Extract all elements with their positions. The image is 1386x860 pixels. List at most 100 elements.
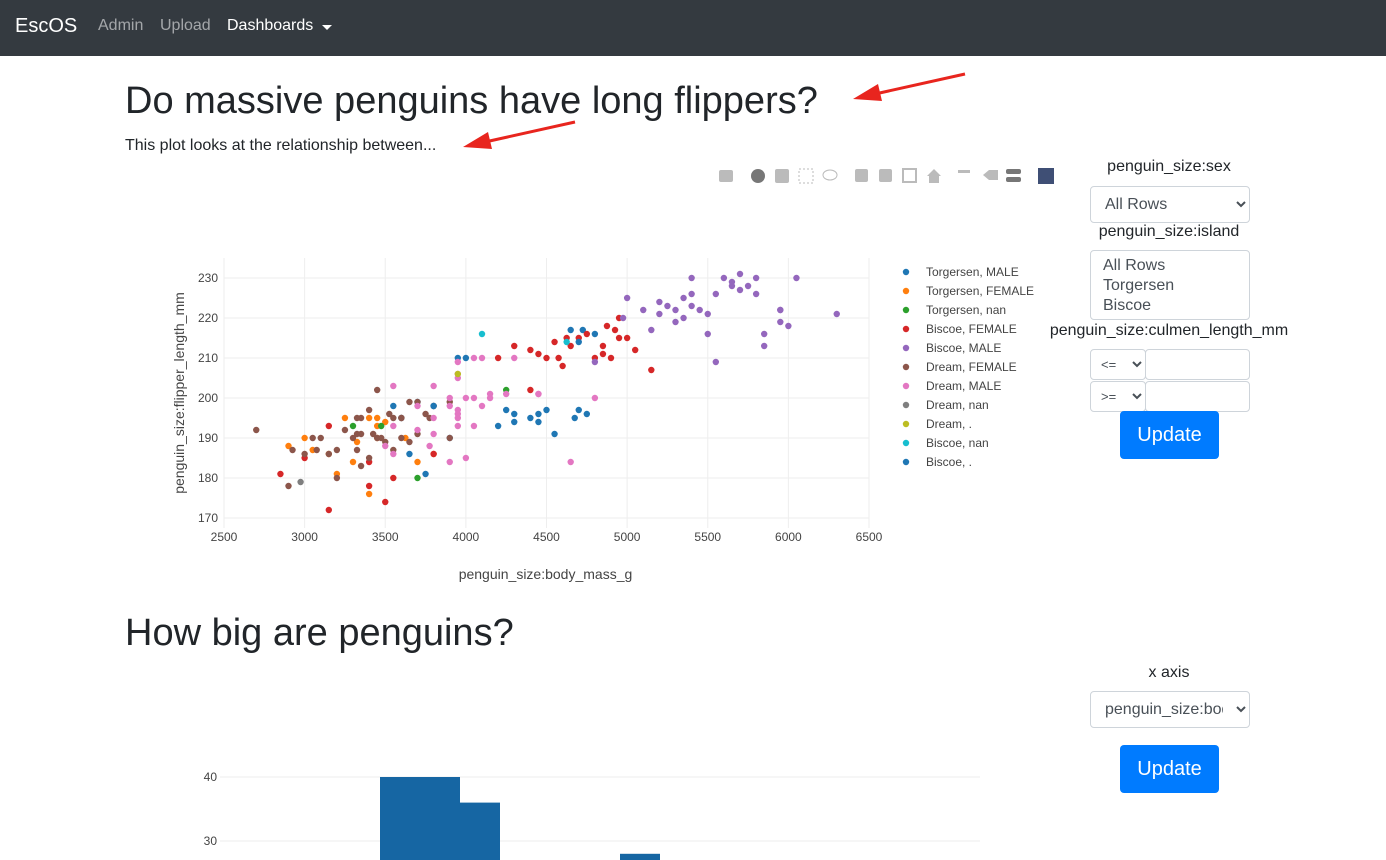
point (398, 434, 405, 442)
point (353, 446, 361, 454)
operator-select[interactable]: >= (1090, 381, 1146, 412)
toolbar-button[interactable] (983, 170, 998, 180)
toolbar-button[interactable] (775, 169, 789, 183)
y-axis-title: penguin_size:flipper_length_mm (171, 292, 187, 494)
point (672, 318, 679, 326)
point (527, 414, 534, 422)
toolbar-button[interactable] (719, 170, 733, 182)
legend-label: Dream, . (926, 417, 972, 431)
point (656, 298, 663, 306)
point (446, 434, 453, 442)
point (535, 350, 542, 358)
point (551, 338, 558, 346)
point (349, 434, 357, 442)
point (680, 314, 687, 322)
toolbar-button[interactable] (822, 169, 838, 181)
legend-marker (902, 458, 910, 466)
point (353, 414, 361, 422)
legend-label: Dream, FEMALE (926, 360, 1017, 374)
point (414, 402, 421, 410)
point (563, 338, 570, 346)
toolbar-button[interactable] (1038, 168, 1054, 184)
island-select[interactable]: All Rows Torgersen Biscoe Dream (1090, 250, 1250, 320)
point (583, 330, 591, 338)
point (752, 274, 760, 282)
toolbar-button[interactable] (879, 169, 892, 182)
nav-link[interactable]: Upload (160, 17, 211, 34)
x-tick-label: 5000 (614, 530, 641, 544)
point (555, 354, 562, 362)
y-tick-label: 220 (198, 311, 218, 325)
point (712, 290, 720, 298)
bar (420, 777, 460, 860)
point (607, 354, 615, 362)
toolbar-button[interactable] (751, 169, 765, 183)
point (454, 406, 462, 414)
toolbar-button[interactable] (927, 169, 941, 183)
legend-label: Biscoe, FEMALE (926, 322, 1017, 336)
point (688, 302, 695, 310)
sex-select[interactable]: All Rows (1090, 186, 1250, 223)
point (559, 362, 566, 370)
point (575, 406, 582, 414)
toolbar-button[interactable] (1006, 169, 1021, 174)
toolbar-button[interactable] (902, 168, 917, 183)
point (365, 406, 373, 414)
point (688, 274, 695, 282)
x-axis-select[interactable]: penguin_size:body_mass_g (1090, 691, 1250, 728)
legend-label: Torgersen, MALE (926, 265, 1019, 279)
point (599, 342, 607, 350)
update-button[interactable]: Update (1120, 411, 1219, 459)
point (325, 506, 333, 514)
x-tick-label: 3500 (372, 530, 399, 544)
legend-label: Biscoe, nan (926, 436, 989, 450)
point (648, 366, 655, 374)
arrow-head (463, 132, 492, 149)
toolbar-button[interactable] (855, 169, 868, 182)
operator-select[interactable]: <= (1090, 349, 1146, 380)
point (603, 322, 611, 330)
nav-link[interactable]: Admin (98, 17, 144, 34)
point (373, 414, 381, 422)
point (341, 414, 349, 422)
point (333, 446, 341, 454)
point (390, 474, 397, 482)
point (369, 430, 377, 438)
toolbar-button[interactable] (1006, 177, 1021, 182)
value-input[interactable] (1145, 381, 1250, 412)
point (511, 418, 518, 426)
legend-marker (902, 306, 910, 314)
x-tick-label: 3000 (291, 530, 318, 544)
point (777, 306, 784, 314)
point (599, 350, 607, 358)
point (462, 354, 470, 362)
point (571, 414, 578, 422)
point (664, 302, 671, 310)
point (325, 450, 333, 458)
point (704, 330, 711, 338)
point (611, 326, 619, 334)
y-tick-label: 30 (204, 834, 218, 848)
y-tick-label: 210 (198, 351, 218, 365)
section-title: How big are penguins? (125, 612, 514, 654)
point (349, 422, 357, 430)
toolbar-button[interactable] (958, 170, 970, 173)
point (365, 490, 373, 498)
control-label: x axis (1148, 664, 1190, 681)
nav-link[interactable]: Dashboards (227, 17, 314, 34)
x-tick-label: 2500 (211, 530, 238, 544)
toolbar-button[interactable] (798, 168, 814, 184)
x-axis-title: penguin_size:body_mass_g (459, 566, 633, 582)
y-tick-label: 190 (198, 431, 218, 445)
point (406, 450, 413, 458)
update-button[interactable]: Update (1120, 745, 1219, 793)
brand[interactable]: EscOS (15, 15, 78, 37)
bar (380, 777, 420, 860)
legend-label: Dream, nan (926, 398, 989, 412)
value-input[interactable] (1145, 349, 1250, 380)
point (551, 430, 558, 438)
point (398, 414, 405, 422)
point (785, 322, 792, 330)
point (422, 410, 429, 418)
